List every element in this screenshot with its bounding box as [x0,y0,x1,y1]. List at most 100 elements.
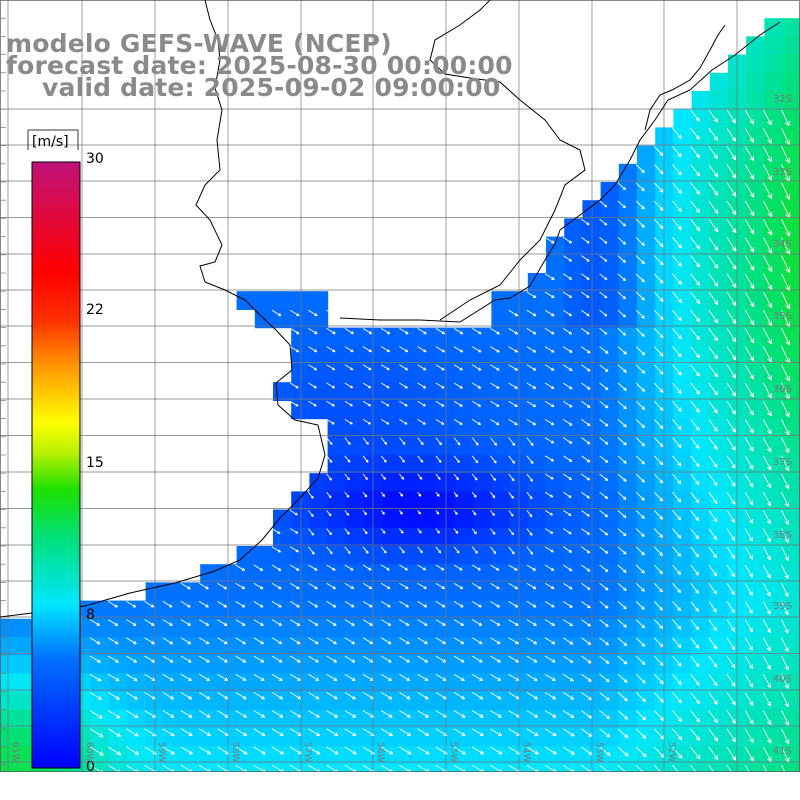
wind-speed-cell [728,418,747,438]
wind-arrow [672,473,682,485]
wind-speed-cell [637,600,656,620]
wind-speed-cell [673,145,693,165]
wind-speed-cell [782,18,800,37]
wind-arrow [544,710,557,718]
wind-speed-cell [691,709,711,729]
wind-speed-cell [637,218,656,238]
wind-arrow [708,218,719,233]
wind-arrow [326,382,335,389]
wind-arrow [744,382,754,398]
coastline [0,0,326,618]
wind-speed-cell [473,455,492,474]
wind-arrow [781,128,790,145]
wind-arrow [526,728,539,737]
wind-arrow [708,400,718,414]
wind-speed-cell [637,746,656,765]
wind-arrow [380,346,391,353]
wind-speed-cell [782,109,800,128]
wind-arrow [690,746,701,760]
wind-speed-cell [746,182,765,201]
wind-arrow [726,291,737,307]
wind-arrow [471,473,478,481]
wind-arrow [781,510,789,526]
wind-arrow [453,637,465,645]
wind-arrow [544,564,555,571]
wind-speed-cell [600,218,620,238]
wind-speed-cell [709,218,729,238]
wind-arrow [599,655,610,664]
wind-arrow [635,346,646,356]
wind-arrow [672,273,683,285]
wind-arrow [599,455,609,463]
wind-arrow [453,619,464,626]
wind-arrow [744,328,755,344]
wind-arrow [726,637,736,651]
lat-label-39s: 39S [772,601,792,612]
colorbar-unit: [m/s] [32,134,69,150]
wind-arrow [653,546,664,557]
wind-arrow [708,291,719,305]
wind-arrow [344,710,357,718]
wind-speed-cell [746,309,765,329]
wind-arrow [653,364,664,375]
wind-speed-cell [746,637,765,656]
wind-arrow [690,637,700,649]
wind-speed-cell [655,473,674,492]
wind-speed-cell [728,436,747,456]
wind-speed-cell [618,509,638,529]
wind-arrow [763,291,773,309]
lat-label-36s: 36S [772,384,792,395]
wind-speed-cell [236,764,256,772]
wind-arrow [380,364,390,371]
wind-arrow [672,510,682,521]
wind-speed-cell [345,546,365,565]
wind-arrow [344,455,351,463]
wind-arrow [744,273,755,289]
wind-speed-cell [655,491,674,511]
wind-speed-cell [728,764,747,772]
wind-arrow [617,546,627,555]
wind-arrow [417,673,429,682]
wind-speed-cell [327,455,347,474]
wind-speed-cell [691,655,711,674]
wind-speed-cell [691,345,711,365]
wind-speed-cell [91,600,110,620]
wind-speed-cell [728,309,747,329]
wind-speed-cell [400,527,420,547]
wind-arrow [490,400,500,407]
wind-arrow [508,382,518,389]
wind-arrow [417,637,428,645]
lon-label-53w: 53W [594,742,604,763]
wind-speed-cell [746,91,765,110]
wind-speed-cell [364,764,383,772]
wind-speed-cell [655,509,674,529]
wind-speed-cell [364,527,383,547]
wind-arrow [581,601,591,609]
wind-arrow [690,400,700,413]
wind-arrow [726,655,736,669]
wind-speed-cell [600,709,620,729]
wind-arrow [599,382,609,391]
wind-arrow [344,728,357,737]
wind-arrow [599,491,609,500]
wind-arrow [708,309,719,324]
wind-arrow [562,437,573,444]
wind-arrow [198,710,211,718]
wind-arrow [490,655,501,663]
wind-arrow [380,419,390,425]
wind-arrow [617,564,627,573]
wind-arrow [435,528,440,534]
wind-arrow [744,655,754,670]
wind-arrow [308,619,319,626]
wind-speed-cell [473,491,492,511]
wind-arrow [763,473,772,489]
wind-speed-cell [728,218,747,238]
wind-arrow [417,619,428,626]
wind-speed-cell [637,618,656,638]
wind-speed-cell [400,509,420,529]
lon-label-57w: 57W [302,742,312,763]
wind-arrow [744,564,753,578]
wind-arrow [763,655,771,670]
wind-arrow [308,728,321,737]
wind-speed-cell [709,254,729,274]
